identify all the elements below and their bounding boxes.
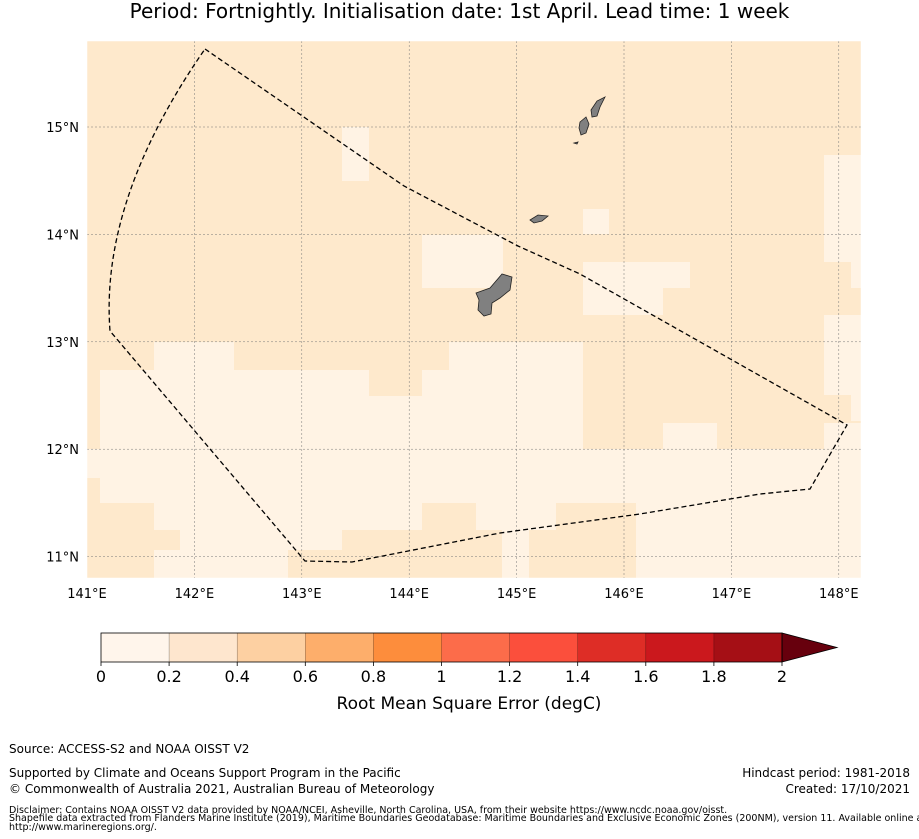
rmse-cell <box>824 155 861 262</box>
island-aguijan <box>572 141 579 145</box>
islands <box>475 96 606 317</box>
rmse-cell <box>583 209 609 234</box>
rmse-cell <box>100 478 861 503</box>
rmse-cell <box>824 423 861 449</box>
lon-tick-label: 142°E <box>175 587 215 602</box>
disclaimer-line-3: http://www.marineregions.org/. <box>9 822 157 833</box>
colorbar-tick-label: 1.8 <box>701 667 726 686</box>
longitude-labels: 141°E 142°E 143°E 144°E 145°E 146°E 147°E 148°E <box>67 587 858 602</box>
hindcast-period: Hindcast period: 1981-2018 <box>742 766 910 780</box>
colorbar-swatches <box>101 633 783 662</box>
lon-tick-label: 145°E <box>497 587 537 602</box>
rmse-cell <box>342 127 369 181</box>
latitude-labels: 15°N 14°N 13°N 12°N 11°N <box>46 121 79 566</box>
lon-tick-label: 144°E <box>389 587 429 602</box>
island-rota <box>529 214 549 224</box>
lat-tick-label: 12°N <box>46 443 79 458</box>
colorbar-tick-label: 1.4 <box>565 667 590 686</box>
rmse-cell <box>583 288 663 315</box>
lon-tick-label: 146°E <box>604 587 644 602</box>
colorbar-swatch <box>169 633 238 662</box>
eez-boundary <box>108 48 848 563</box>
colorbar-tick-label: 0 <box>96 667 106 686</box>
rmse-cell <box>476 503 556 530</box>
colorbar-tick-label: 1.6 <box>633 667 658 686</box>
colorbar-swatch <box>305 633 374 662</box>
colorbar-ticks: 0 0.2 0.4 0.6 0.8 1 1.2 1.4 1.6 1.8 2 <box>96 662 787 686</box>
rmse-cells <box>87 127 861 578</box>
colorbar-tick-label: 2 <box>777 667 787 686</box>
colorbar-tick-label: 0.8 <box>361 667 386 686</box>
rmse-cell <box>180 530 342 550</box>
lon-tick-label: 148°E <box>819 587 859 602</box>
supported-text: Supported by Climate and Oceans Support … <box>9 766 401 780</box>
island-tinian <box>578 116 590 136</box>
colorbar: 0 0.2 0.4 0.6 0.8 1 1.2 1.4 1.6 1.8 2 Root Mean Sq… <box>96 632 839 714</box>
lon-tick-label: 143°E <box>282 587 322 602</box>
island-guam <box>475 273 513 317</box>
graticule <box>87 41 861 578</box>
colorbar-extend-arrow <box>781 632 839 663</box>
colorbar-tick-label: 1 <box>436 667 446 686</box>
colorbar-swatch <box>645 633 715 662</box>
colorbar-swatch <box>509 633 578 662</box>
rmse-cell <box>154 503 422 530</box>
lat-tick-label: 11°N <box>46 551 79 566</box>
rmse-cell <box>369 396 422 449</box>
rmse-cell <box>154 550 288 578</box>
rmse-cell <box>824 315 861 395</box>
map-title: Period: Fortnightly. Initialisation date… <box>129 0 790 23</box>
created-date: Created: 17/10/2021 <box>785 782 910 796</box>
rmse-cell <box>422 235 503 288</box>
colorbar-swatch <box>237 633 306 662</box>
rmse-cell <box>851 262 861 288</box>
rmse-cell <box>851 395 861 421</box>
rmse-cell <box>556 396 583 449</box>
lat-tick-label: 13°N <box>46 336 79 351</box>
colorbar-swatch <box>373 633 442 662</box>
colorbar-tick-label: 0.6 <box>293 667 318 686</box>
map-frame <box>86 40 862 579</box>
colorbar-swatch <box>101 633 170 662</box>
colorbar-swatch <box>441 633 510 662</box>
rmse-cell <box>154 342 234 370</box>
island-saipan <box>590 96 606 118</box>
lat-tick-label: 15°N <box>46 121 79 136</box>
lon-tick-label: 141°E <box>67 587 107 602</box>
rmse-cell <box>502 530 529 578</box>
source-text: Source: ACCESS-S2 and NOAA OISST V2 <box>9 742 250 756</box>
rmse-cell <box>100 370 369 449</box>
disclaimer-line-1: Disclaimer: Contains NOAA OISST V2 data … <box>9 805 728 816</box>
colorbar-swatch <box>713 633 783 662</box>
rmse-cell <box>663 423 717 449</box>
colorbar-tick-label: 0.2 <box>156 667 181 686</box>
lon-tick-label: 147°E <box>712 587 752 602</box>
colorbar-label: Root Mean Square Error (degC) <box>337 694 602 714</box>
colorbar-tick-label: 0.4 <box>224 667 249 686</box>
colorbar-tick-label: 1.2 <box>497 667 522 686</box>
rmse-cell <box>583 262 690 288</box>
copyright-text: © Commonwealth of Australia 2021, Austra… <box>9 782 435 796</box>
disclaimer-line-2: Shapefile data extracted from Flanders M… <box>9 813 919 824</box>
rmse-cell <box>636 503 861 578</box>
lat-tick-label: 14°N <box>46 228 79 243</box>
rmse-cell <box>87 449 861 478</box>
colorbar-swatch <box>577 633 647 662</box>
rmse-cell <box>449 342 583 370</box>
map-panel: 141°E 142°E 143°E 144°E 145°E 146°E 147°E 148°E… <box>46 40 862 602</box>
